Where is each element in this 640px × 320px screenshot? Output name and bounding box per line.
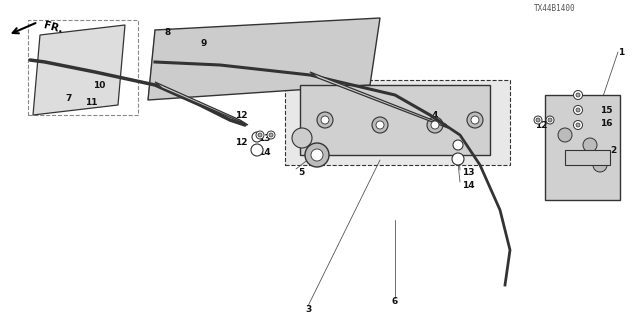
Text: 12: 12 [236, 110, 248, 119]
FancyBboxPatch shape [285, 80, 510, 165]
Text: 12: 12 [236, 138, 248, 147]
Ellipse shape [258, 133, 262, 137]
Text: 10: 10 [93, 81, 105, 90]
Text: 13: 13 [258, 133, 271, 142]
Text: 3: 3 [305, 306, 311, 315]
Ellipse shape [431, 121, 439, 129]
Polygon shape [545, 95, 620, 200]
Text: 16: 16 [600, 118, 612, 127]
Ellipse shape [452, 153, 464, 165]
Ellipse shape [534, 116, 542, 124]
Ellipse shape [546, 116, 554, 124]
Text: 6: 6 [392, 298, 398, 307]
Polygon shape [300, 85, 490, 155]
Text: 4: 4 [432, 110, 438, 119]
Text: 2: 2 [610, 146, 616, 155]
Text: 5: 5 [298, 167, 304, 177]
Text: 14: 14 [462, 180, 475, 189]
Text: 9: 9 [200, 38, 206, 47]
Ellipse shape [321, 116, 329, 124]
Ellipse shape [256, 131, 264, 139]
Text: 1: 1 [618, 47, 624, 57]
Text: 13: 13 [462, 167, 474, 177]
FancyBboxPatch shape [28, 20, 138, 115]
Ellipse shape [576, 123, 580, 127]
Ellipse shape [311, 149, 323, 161]
Ellipse shape [372, 117, 388, 133]
Ellipse shape [251, 144, 263, 156]
Ellipse shape [573, 121, 582, 130]
Ellipse shape [467, 112, 483, 128]
Ellipse shape [427, 117, 443, 133]
Polygon shape [33, 25, 125, 115]
Ellipse shape [548, 118, 552, 122]
Text: 7: 7 [66, 93, 72, 102]
Text: 14: 14 [258, 148, 271, 156]
Ellipse shape [471, 116, 479, 124]
Ellipse shape [576, 108, 580, 112]
Polygon shape [148, 18, 380, 100]
Ellipse shape [536, 118, 540, 122]
Ellipse shape [453, 140, 463, 150]
Ellipse shape [573, 91, 582, 100]
Ellipse shape [593, 158, 607, 172]
Text: 11: 11 [86, 98, 98, 107]
Ellipse shape [573, 106, 582, 115]
Polygon shape [310, 72, 448, 128]
Text: FR.: FR. [42, 21, 63, 35]
Ellipse shape [252, 132, 262, 142]
Ellipse shape [576, 93, 580, 97]
Text: 8: 8 [165, 28, 171, 36]
Polygon shape [155, 82, 248, 125]
Text: 12: 12 [536, 121, 548, 130]
Ellipse shape [376, 121, 384, 129]
Ellipse shape [558, 128, 572, 142]
Polygon shape [565, 150, 610, 165]
Ellipse shape [305, 143, 329, 167]
Ellipse shape [267, 131, 275, 139]
Text: TX44B1400: TX44B1400 [533, 4, 575, 13]
Ellipse shape [269, 133, 273, 137]
Ellipse shape [292, 128, 312, 148]
Ellipse shape [317, 112, 333, 128]
Text: 15: 15 [600, 106, 612, 115]
Ellipse shape [583, 138, 597, 152]
